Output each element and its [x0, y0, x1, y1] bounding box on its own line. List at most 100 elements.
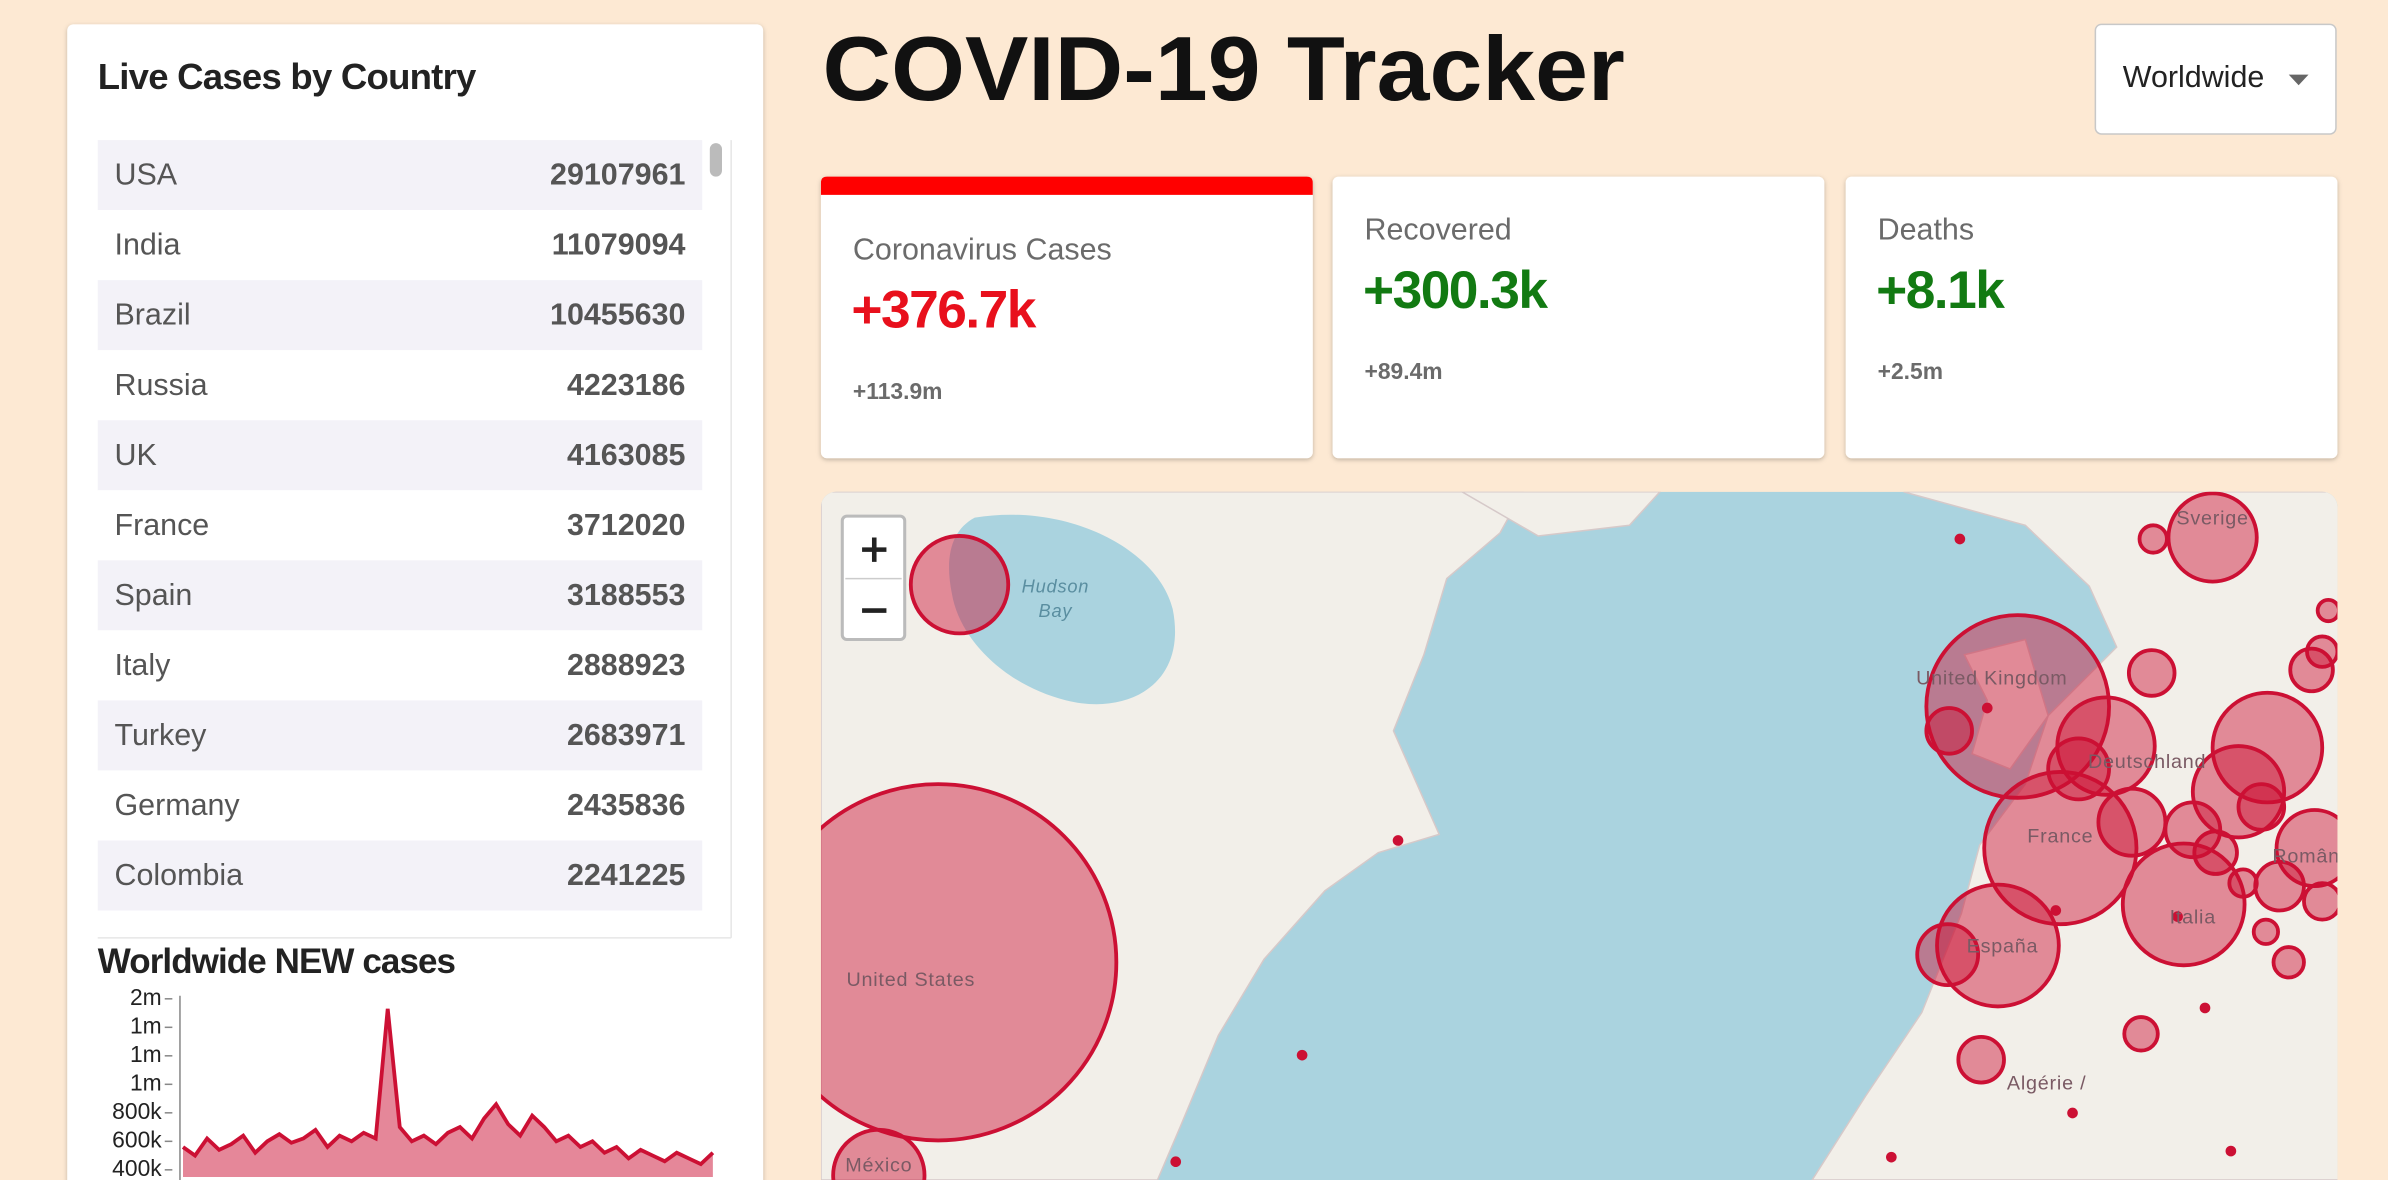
- case-circle[interactable]: [908, 534, 1011, 636]
- case-circle[interactable]: [2302, 881, 2341, 922]
- map-label: United Kingdom: [1916, 667, 2067, 689]
- case-circle[interactable]: [2236, 782, 2287, 832]
- country-cases: 10455630: [550, 298, 685, 332]
- scrollbar-thumb[interactable]: [709, 143, 722, 177]
- table-row[interactable]: [97, 700, 703, 771]
- case-circle[interactable]: [2137, 523, 2169, 555]
- case-circle[interactable]: [2192, 829, 2239, 876]
- case-dot[interactable]: [2225, 1145, 2237, 1157]
- case-circle[interactable]: [2315, 597, 2339, 624]
- table-row[interactable]: [97, 140, 703, 211]
- case-circle[interactable]: [2210, 690, 2325, 805]
- table-row[interactable]: [97, 630, 703, 701]
- country-cases: 2888923: [567, 648, 685, 682]
- case-circle[interactable]: [831, 1127, 927, 1180]
- country-name: Colombia: [114, 858, 243, 892]
- case-dot[interactable]: [1954, 533, 1966, 545]
- case-dot[interactable]: [2050, 905, 2062, 916]
- country-cases: 29107961: [550, 158, 685, 192]
- country-cases: 4223186: [567, 368, 685, 402]
- card-value: +376.7k: [851, 281, 1036, 340]
- map-labels: Hudson Bay United Kingdom Deutschland France…: [845, 507, 2357, 1177]
- case-dot[interactable]: [1392, 835, 1404, 846]
- table-row[interactable]: [97, 840, 703, 911]
- card[interactable]: [1332, 176, 1825, 459]
- map[interactable]: Hudson Bay United Kingdom Deutschland France…: [760, 491, 2388, 1180]
- case-circle[interactable]: [2126, 648, 2177, 698]
- case-dot[interactable]: [2067, 1107, 2078, 1119]
- case-circle[interactable]: [1956, 1034, 2006, 1085]
- case-dot[interactable]: [2172, 911, 2183, 922]
- table-row[interactable]: [97, 210, 703, 281]
- y-tick-label: 600k: [112, 1126, 162, 1152]
- map-label: México: [845, 1155, 912, 1177]
- country-name: Russia: [114, 368, 207, 402]
- card-value: +8.1k: [1876, 261, 2005, 320]
- country-cases: 11079094: [552, 228, 686, 262]
- case-dot[interactable]: [1981, 702, 1993, 714]
- country-cases: 4163085: [567, 438, 686, 472]
- case-dot[interactable]: [1170, 1156, 1182, 1168]
- case-circle[interactable]: [2253, 859, 2306, 913]
- line: [181, 1008, 715, 1167]
- map-land: [1459, 491, 1662, 537]
- dropdown-value[interactable]: Worldwide: [2123, 60, 2265, 94]
- table-row[interactable]: [97, 770, 703, 841]
- map-label: France: [2027, 826, 2093, 848]
- card-title: Recovered: [1365, 212, 1512, 246]
- country-name: India: [114, 228, 180, 262]
- card-selected-bar: [820, 176, 1313, 195]
- country-cases: 3712020: [567, 508, 685, 542]
- dropdown[interactable]: [2094, 23, 2337, 135]
- y-tick-label: 2m: [130, 984, 162, 1010]
- case-circle[interactable]: [2251, 917, 2280, 946]
- map-label: Algérie /: [2007, 1072, 2086, 1094]
- map-water: [949, 514, 1176, 705]
- country-table[interactable]: USA 29107961 India 11079094 Brazil 10455630 Ru…: [97, 140, 703, 911]
- case-circle[interactable]: [2288, 646, 2335, 694]
- table-row[interactable]: [97, 280, 703, 351]
- case-circle[interactable]: [2271, 945, 2306, 980]
- case-circle[interactable]: [2046, 736, 2111, 802]
- case-circle[interactable]: [2305, 634, 2338, 669]
- table-row[interactable]: [97, 560, 703, 631]
- case-circle[interactable]: [1982, 770, 2139, 927]
- case-circle[interactable]: [2096, 786, 2168, 858]
- zoom-in[interactable]: [862, 537, 887, 562]
- country-name: USA: [114, 158, 177, 192]
- map-label: Deutschland: [2088, 751, 2206, 773]
- case-circle[interactable]: [2163, 800, 2223, 860]
- case-circle[interactable]: [1915, 922, 1981, 988]
- chart-title: Worldwide NEW cases: [98, 942, 456, 981]
- table-row[interactable]: [97, 490, 703, 561]
- map-label: România: [2272, 845, 2357, 867]
- dropdown-arrow[interactable]: [2288, 74, 2309, 86]
- case-circle[interactable]: [2227, 867, 2259, 899]
- map-label: Italia: [2170, 906, 2216, 928]
- y-tick-label: 1m: [130, 1041, 162, 1067]
- country-cases: 2241225: [567, 858, 686, 892]
- y-tick-label: 1m: [130, 1012, 162, 1038]
- case-circles[interactable]: [760, 491, 2353, 1180]
- card[interactable]: [1845, 176, 2338, 459]
- country-name: Turkey: [114, 718, 207, 752]
- case-circle[interactable]: [1924, 613, 2111, 800]
- card-title: Deaths: [1878, 212, 1974, 246]
- table-row[interactable]: [97, 350, 703, 421]
- case-circle[interactable]: [1924, 706, 1974, 756]
- country-name: Italy: [114, 648, 171, 682]
- sidebar-title: Live Cases by Country: [98, 56, 477, 97]
- app-title: COVID-19 Tracker: [822, 18, 1624, 120]
- case-dot[interactable]: [1296, 1049, 1308, 1061]
- table-row[interactable]: [97, 420, 703, 491]
- card-total: +89.4m: [1365, 358, 1443, 384]
- case-dot[interactable]: [1886, 1151, 1897, 1163]
- country-name: Brazil: [114, 298, 190, 332]
- case-dot[interactable]: [2199, 1002, 2211, 1014]
- card[interactable]: [820, 176, 1313, 459]
- case-circle[interactable]: [760, 782, 1119, 1143]
- country-cases: 2435836: [567, 788, 685, 822]
- case-circle[interactable]: [2122, 1015, 2160, 1053]
